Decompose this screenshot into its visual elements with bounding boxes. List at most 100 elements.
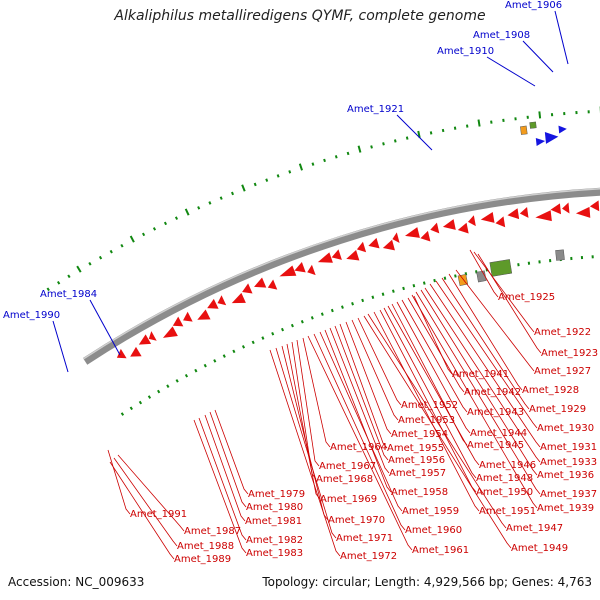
reverse-gene-label: Amet_1958 bbox=[391, 487, 448, 498]
reverse-gene-arrow bbox=[242, 283, 253, 294]
callout-line bbox=[113, 457, 178, 547]
reverse-gene-label: Amet_1927 bbox=[534, 366, 591, 377]
minor-tick bbox=[253, 182, 257, 187]
reverse-gene-label: Amet_1943 bbox=[467, 407, 524, 418]
forward-gene-arrow bbox=[544, 131, 559, 144]
minor-tick bbox=[393, 139, 397, 143]
reverse-gene-arrow bbox=[562, 202, 570, 214]
minor-tick bbox=[346, 151, 350, 156]
inner-tick bbox=[381, 292, 385, 296]
reverse-gene-label: Amet_1930 bbox=[537, 423, 594, 434]
inner-tick bbox=[157, 389, 161, 394]
reverse-gene-arrow bbox=[231, 292, 246, 304]
reverse-gene-label: Amet_1988 bbox=[177, 541, 234, 552]
reverse-gene-arrow bbox=[368, 237, 380, 249]
reverse-gene-label: Amet_1941 bbox=[452, 369, 509, 380]
reverse-gene-arrow bbox=[420, 230, 431, 242]
reverse-gene-arrow bbox=[405, 227, 420, 238]
minor-tick bbox=[120, 243, 124, 248]
inner-tick bbox=[184, 373, 189, 378]
reverse-gene-arrow bbox=[467, 215, 476, 227]
callout-line bbox=[214, 409, 249, 495]
reverse-gene-label: Amet_1945 bbox=[467, 440, 524, 451]
reverse-gene-arrow bbox=[535, 210, 552, 222]
reverse-gene-label: Amet_1922 bbox=[534, 327, 591, 338]
callout-line bbox=[429, 283, 541, 448]
reverse-gene-arrow bbox=[495, 216, 506, 228]
forward-gene-label: Amet_1921 bbox=[347, 104, 404, 115]
minor-tick bbox=[56, 280, 61, 285]
callout-line bbox=[345, 321, 392, 435]
reverse-gene-label: Amet_1959 bbox=[402, 506, 459, 517]
minor-tick bbox=[490, 120, 493, 124]
minor-tick bbox=[231, 191, 235, 196]
reverse-gene-label: Amet_1950 bbox=[476, 487, 533, 498]
minor-tick bbox=[46, 287, 50, 292]
reverse-gene-label: Amet_1964 bbox=[330, 442, 387, 453]
callout-line bbox=[448, 273, 523, 391]
minor-tick bbox=[441, 128, 445, 133]
reverse-gene-label: Amet_1957 bbox=[389, 468, 446, 479]
reverse-gene-label: Amet_1980 bbox=[246, 502, 303, 513]
inner-tick bbox=[261, 336, 265, 340]
reverse-gene-arrow bbox=[138, 334, 152, 345]
reverse-gene-arrow bbox=[162, 326, 178, 338]
inner-tick bbox=[120, 412, 125, 416]
accession-label: Accession: NC_009633 bbox=[8, 575, 145, 589]
callout-line bbox=[291, 341, 317, 480]
minor-tick bbox=[67, 274, 71, 279]
reverse-gene-arrow bbox=[307, 264, 316, 276]
inner-tick bbox=[443, 276, 447, 280]
reverse-gene-label: Amet_1969 bbox=[320, 494, 377, 505]
minor-tick bbox=[370, 145, 373, 149]
major-tick bbox=[477, 119, 481, 127]
reverse-gene-label: Amet_1942 bbox=[464, 387, 521, 398]
inner-tick bbox=[320, 312, 324, 316]
green-feature-box bbox=[529, 121, 537, 129]
inner-tick bbox=[330, 308, 334, 313]
inner-tick bbox=[166, 384, 170, 388]
inner-tick bbox=[433, 278, 436, 283]
reverse-gene-arrow bbox=[130, 346, 142, 357]
inner-tick bbox=[402, 286, 405, 291]
reverse-gene-arrow bbox=[207, 298, 219, 309]
reverse-gene-label: Amet_1954 bbox=[391, 429, 448, 440]
minor-tick bbox=[323, 158, 326, 163]
inner-tick bbox=[222, 354, 226, 358]
callout-line bbox=[469, 249, 499, 298]
inner-tick bbox=[213, 359, 217, 363]
reverse-gene-label: Amet_1929 bbox=[529, 404, 586, 415]
forward-gene-label: Amet_1910 bbox=[437, 46, 494, 57]
forward-gene-label: Amet_1908 bbox=[473, 30, 530, 41]
inner-tick bbox=[241, 345, 246, 349]
reverse-gene-label: Amet_1947 bbox=[506, 523, 563, 534]
reverse-gene-label: Amet_1944 bbox=[470, 428, 527, 439]
inner-tick bbox=[454, 274, 457, 278]
minor-tick bbox=[550, 113, 554, 117]
inner-tick bbox=[300, 319, 304, 324]
reverse-gene-label: Amet_1970 bbox=[328, 515, 385, 526]
minor-tick bbox=[109, 249, 113, 254]
reverse-gene-arrow bbox=[382, 239, 395, 251]
reverse-gene-arrow bbox=[197, 309, 211, 320]
reverse-gene-label: Amet_1979 bbox=[248, 489, 305, 500]
reverse-gene-label: Amet_1991 bbox=[130, 509, 187, 520]
callout-line bbox=[435, 280, 538, 429]
reverse-gene-arrow bbox=[457, 222, 469, 234]
callout-line bbox=[275, 347, 337, 539]
major-tick bbox=[184, 208, 190, 216]
reverse-gene-arrow bbox=[172, 316, 184, 327]
inner-tick bbox=[271, 331, 275, 336]
reverse-gene-arrow bbox=[480, 211, 495, 223]
inner-tick bbox=[538, 260, 541, 264]
callout-line bbox=[387, 305, 480, 466]
callout-line bbox=[324, 329, 392, 493]
callout-line bbox=[486, 56, 536, 87]
green-feature-box bbox=[489, 259, 513, 277]
inner-tick bbox=[138, 400, 143, 405]
minor-tick bbox=[141, 232, 146, 237]
callout-line bbox=[455, 269, 535, 372]
inner-tick bbox=[194, 368, 198, 373]
reverse-gene-label: Amet_1967 bbox=[319, 461, 376, 472]
callout-line bbox=[413, 295, 453, 375]
